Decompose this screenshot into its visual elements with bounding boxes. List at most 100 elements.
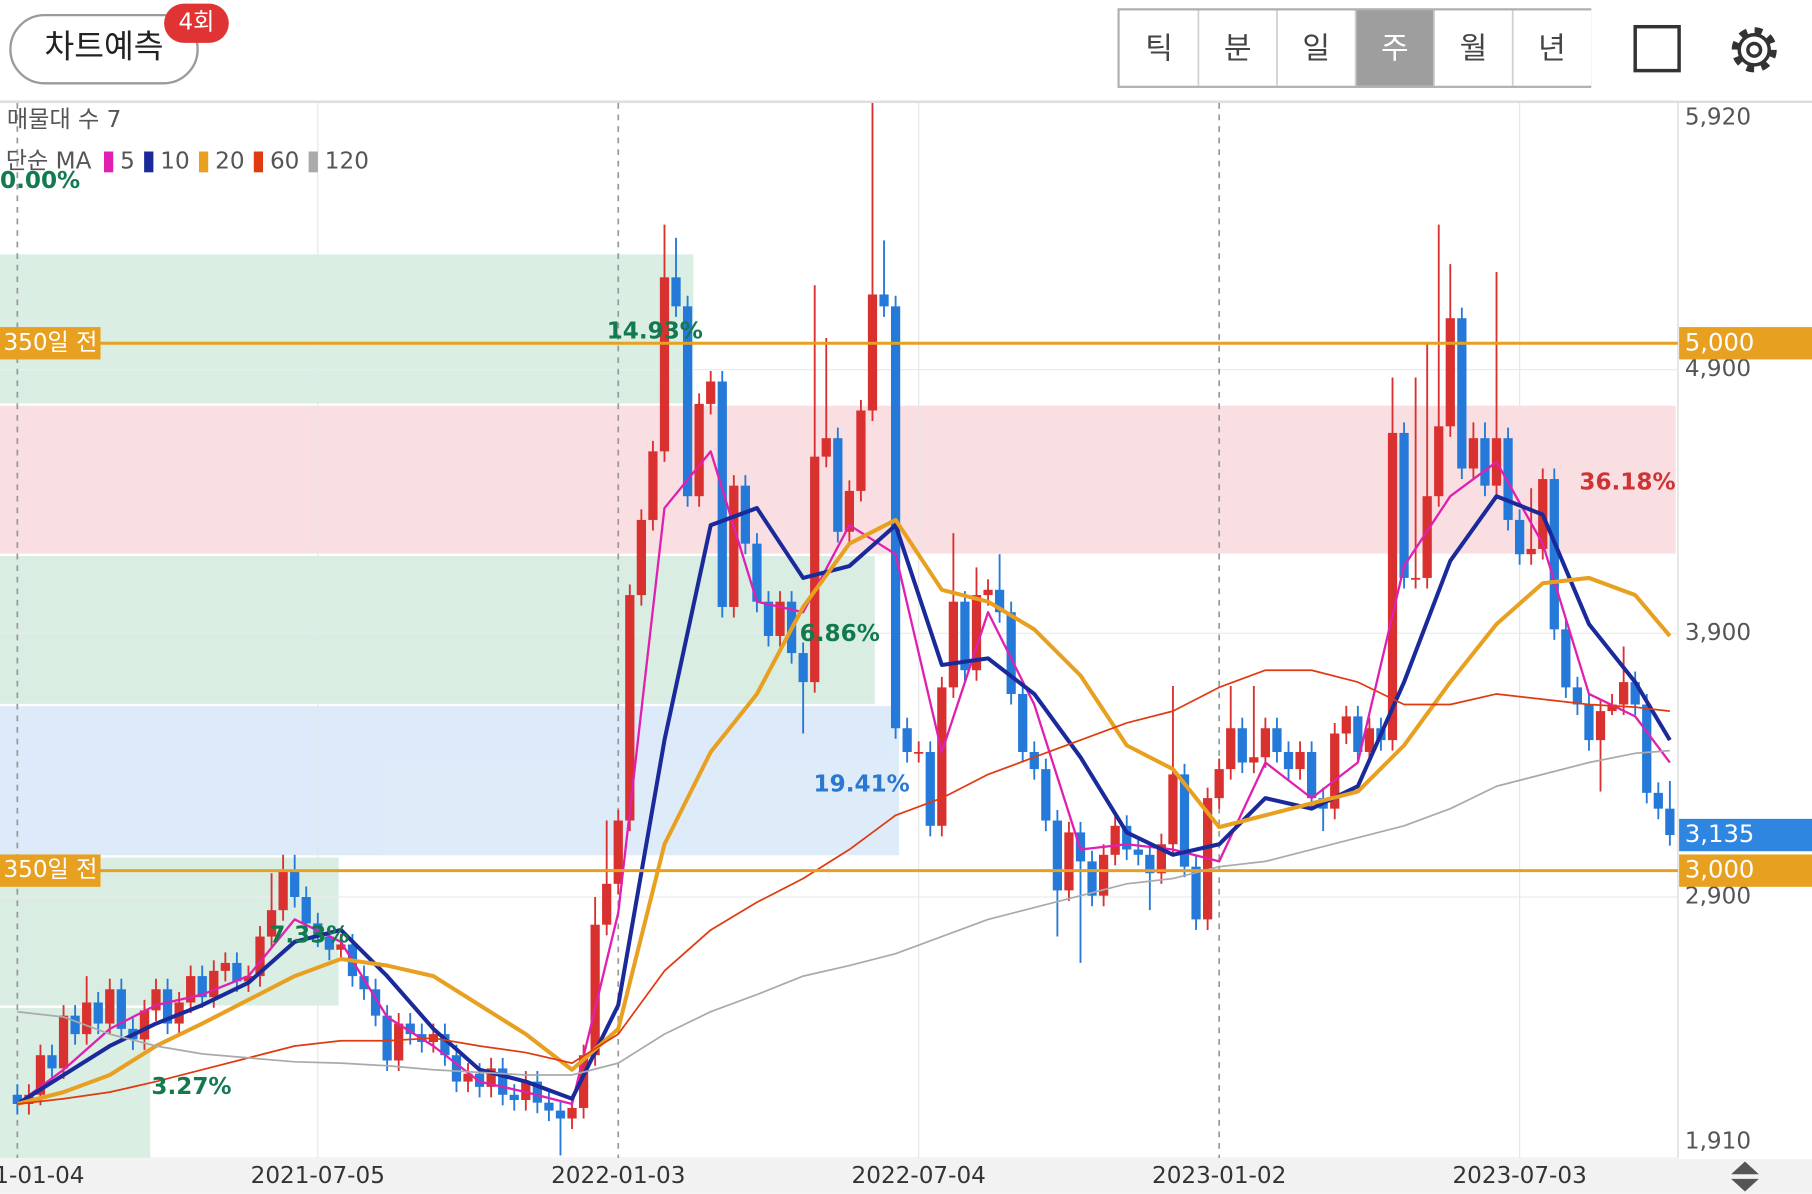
candle-body — [1330, 733, 1340, 809]
candle-body — [729, 485, 739, 607]
candle-body — [578, 1055, 589, 1108]
candle-body — [856, 410, 866, 491]
tab-label: 년 — [1538, 31, 1566, 66]
period-tab[interactable]: 년 — [1511, 10, 1592, 86]
candle-body — [1191, 866, 1201, 920]
candle-body — [220, 962, 230, 971]
candle-body — [636, 519, 646, 596]
candle-body — [1122, 825, 1132, 850]
candle-body — [498, 1068, 508, 1095]
candle-body — [336, 944, 346, 950]
candle-body — [1145, 854, 1155, 874]
ma-line — [16, 494, 1672, 1106]
button-frame — [9, 13, 199, 85]
candle-body — [833, 438, 843, 532]
legend-label: 20 — [215, 148, 244, 174]
candle-body — [1480, 438, 1490, 486]
candle-body — [1237, 728, 1247, 763]
legend-swatch — [144, 151, 154, 173]
candle-body — [324, 936, 334, 950]
tab-bg — [1355, 10, 1435, 86]
candle-body — [567, 1107, 577, 1119]
candle-body — [694, 403, 704, 497]
candle-body — [382, 1015, 392, 1061]
candle-body — [937, 687, 947, 826]
candle-body — [1364, 728, 1375, 752]
period-tab[interactable]: 주 — [1354, 10, 1435, 86]
candle-body — [47, 1055, 57, 1069]
legend-label: 60 — [270, 148, 299, 174]
candle-body — [706, 381, 716, 404]
period-tab[interactable]: 분 — [1197, 10, 1277, 86]
candle-body — [925, 751, 935, 826]
time-axis-band — [0, 1159, 1812, 1194]
candle-body — [671, 277, 681, 307]
candle-body — [1445, 318, 1455, 427]
candle-body — [867, 294, 878, 411]
candle-body — [35, 1055, 46, 1095]
legend-swatch — [308, 151, 318, 173]
candle-body — [740, 485, 750, 544]
price-label: 5,000 — [1685, 327, 1754, 356]
candle-body — [752, 543, 762, 602]
candle-body — [1249, 757, 1259, 763]
candle-body — [1607, 704, 1617, 712]
tab-label: 월 — [1460, 31, 1488, 66]
candle-body — [232, 962, 242, 982]
candle-body — [1133, 849, 1143, 855]
candle-body — [914, 751, 924, 754]
tab-label: 일 — [1302, 31, 1330, 66]
tab-label: 주 — [1381, 31, 1409, 66]
x-tick-label: 2023-07-03 — [1452, 1163, 1586, 1189]
y-tick-label: 2,900 — [1685, 883, 1751, 909]
candle-body — [1087, 861, 1097, 896]
candle-body — [521, 1081, 531, 1101]
ma-line — [17, 749, 1670, 1076]
x-tick-label: 2022-01-03 — [551, 1163, 685, 1189]
candle-body — [994, 589, 1005, 613]
ma-line — [17, 669, 1670, 1105]
candle-body — [82, 1002, 92, 1035]
tab-bg — [1198, 10, 1277, 86]
price-label-bg — [1679, 327, 1812, 360]
tab-bg — [1119, 10, 1199, 86]
scroll-handle[interactable] — [1731, 1161, 1759, 1192]
settings-button[interactable] — [1731, 27, 1777, 73]
candle-body — [1434, 426, 1444, 497]
candle-body — [509, 1094, 519, 1101]
candle-body — [1642, 704, 1652, 793]
period-tab[interactable]: 틱 — [1119, 10, 1199, 86]
price-tag: 350일 전 — [3, 330, 97, 356]
candle-body — [948, 601, 959, 688]
legend-label: 120 — [325, 148, 369, 174]
candle-body — [1584, 704, 1594, 741]
period-tab[interactable]: 월 — [1433, 10, 1513, 86]
y-tick-label: 1,910 — [1685, 1128, 1751, 1154]
candle-body — [1156, 844, 1167, 874]
candle-body — [1064, 832, 1074, 891]
period-tab[interactable]: 일 — [1276, 10, 1356, 86]
indicator-title: 매물대 수 7 — [7, 107, 121, 133]
candle-body — [1399, 432, 1409, 578]
candle-body — [1653, 792, 1663, 809]
ma-line — [16, 450, 1671, 1106]
y-tick-label: 5,920 — [1685, 104, 1751, 130]
price-tag-bg — [0, 327, 101, 360]
candle-body — [1272, 728, 1282, 752]
candle-body — [1098, 854, 1109, 896]
candle-body — [255, 936, 265, 977]
candle-body — [763, 601, 774, 636]
candle-body — [775, 601, 785, 636]
predict-button[interactable]: 차트예측 — [9, 13, 199, 85]
candle-body — [139, 1010, 150, 1040]
candle-body — [682, 306, 693, 497]
candle-body — [971, 595, 982, 671]
tab-bg — [1276, 10, 1356, 86]
legend-swatch — [104, 151, 114, 173]
zone-label: 36.18% — [1579, 470, 1675, 496]
fullscreen-button[interactable] — [1633, 24, 1681, 73]
candle-body — [93, 1002, 103, 1024]
ma-line — [16, 517, 1672, 1106]
candle-body — [1018, 693, 1028, 752]
